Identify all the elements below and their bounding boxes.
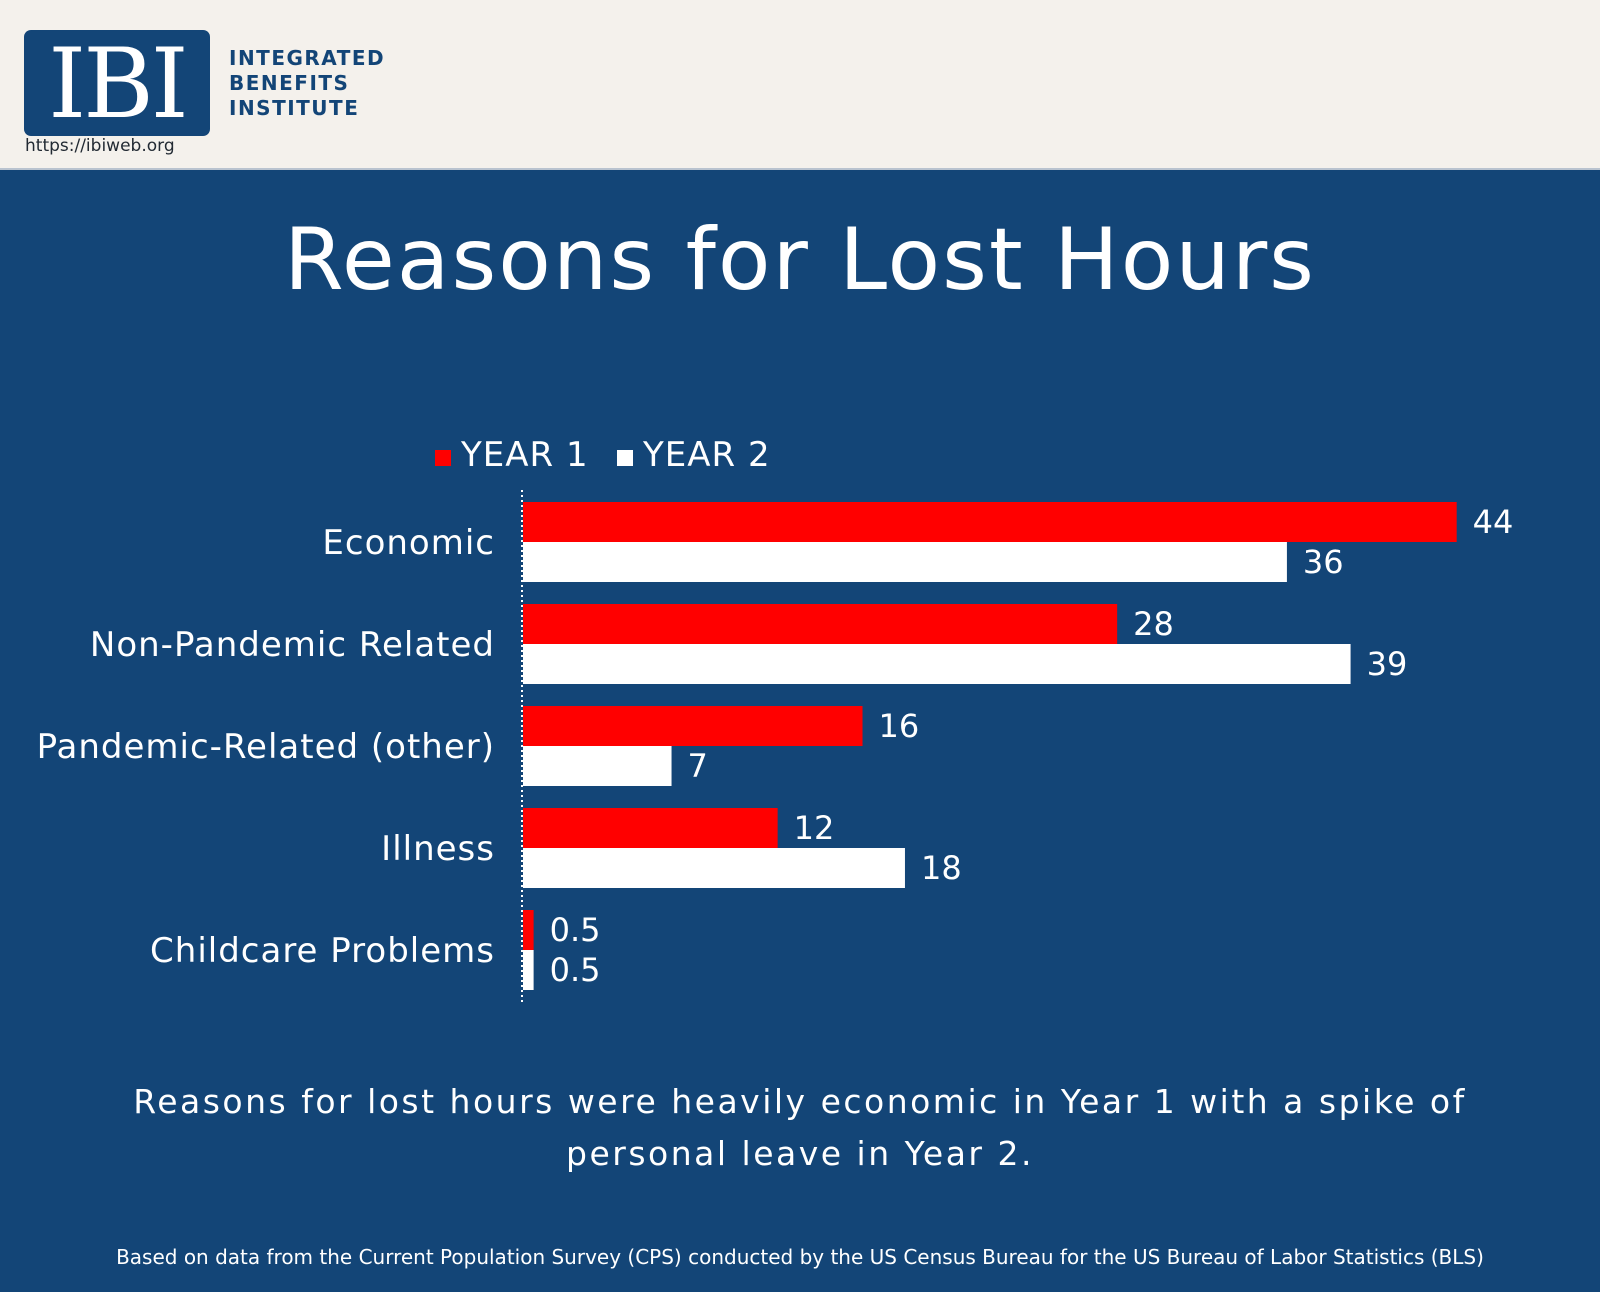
value-label: 12 [794, 809, 835, 847]
logo-text: IBI [48, 28, 188, 140]
bar-year2 [523, 644, 1351, 684]
category-label: Non-Pandemic Related [90, 625, 495, 665]
bar-year1 [523, 808, 778, 848]
value-label: 39 [1367, 645, 1408, 683]
chart-caption: Reasons for lost hours were heavily econ… [133, 1082, 1467, 1173]
org-name-line: BENEFITS [229, 71, 350, 95]
bar-year2 [523, 746, 672, 786]
category-label: Pandemic-Related (other) [37, 727, 495, 767]
bar-year2 [523, 542, 1287, 582]
bar-year1 [523, 910, 534, 950]
source-note: Based on data from the Current Populatio… [116, 1245, 1484, 1269]
website-url[interactable]: https://ibiweb.org [25, 136, 175, 156]
value-label: 28 [1133, 605, 1174, 643]
category-label: Illness [381, 829, 495, 869]
org-name-line: INTEGRATED [229, 46, 386, 70]
organization-name: INTEGRATED BENEFITS INSTITUTE [229, 46, 449, 121]
ibi-logo[interactable]: IBI [24, 30, 210, 136]
header-bar: IBI INTEGRATED BENEFITS INSTITUTE https:… [0, 0, 1600, 170]
value-label: 0.5 [550, 951, 601, 989]
value-label: 16 [879, 707, 920, 745]
bar-year2 [523, 848, 905, 888]
bar-chart: YEAR 1 YEAR 2 Economic 44 36 Non-Pandemic Rel… [37, 435, 1514, 1002]
bar-year1 [523, 604, 1118, 644]
bar-year1 [523, 706, 863, 746]
category-label: Economic [322, 523, 495, 563]
bar-year2 [523, 950, 534, 990]
legend-swatch-1 [435, 450, 451, 466]
value-label: 18 [921, 849, 962, 887]
legend-label-1: YEAR 1 [460, 435, 589, 475]
category-label: Childcare Problems [150, 931, 495, 971]
value-label: 36 [1303, 543, 1344, 581]
value-label: 7 [688, 747, 708, 785]
legend-swatch-2 [617, 450, 633, 466]
value-label: 44 [1473, 503, 1514, 541]
chart-title: Reasons for Lost Hours [284, 210, 1316, 310]
value-label: 0.5 [550, 911, 601, 949]
org-name-line: INSTITUTE [229, 96, 360, 120]
legend-label-2: YEAR 2 [642, 435, 771, 475]
bar-year1 [523, 502, 1457, 542]
